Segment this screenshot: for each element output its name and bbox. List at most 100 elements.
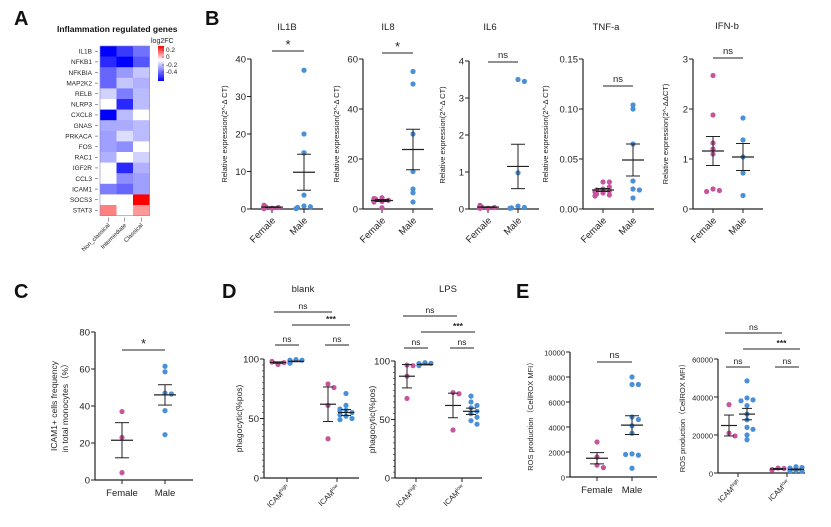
data-point <box>629 381 635 388</box>
y-tick-label: 30 <box>235 92 246 103</box>
data-point <box>629 451 635 457</box>
significance-label: *** <box>326 314 337 324</box>
heatmap-cell <box>133 109 150 121</box>
heatmap-cell <box>133 173 150 185</box>
heatmap-cell <box>133 67 150 79</box>
y-tick-label: 0 <box>385 474 390 485</box>
x-tick-label: Male <box>155 488 176 499</box>
y-tick-label: 0 <box>353 205 358 216</box>
data-point <box>744 395 750 401</box>
y-tick-label: 3 <box>683 55 688 66</box>
heatmap-cell <box>133 120 150 132</box>
y-tick-label: 60 <box>347 55 358 66</box>
data-point <box>744 432 750 438</box>
heatmap-cell <box>116 194 134 206</box>
heatmap-cell <box>116 56 134 68</box>
panel-label-e: E <box>516 281 529 303</box>
data-point <box>726 402 732 408</box>
heatmap-cell <box>100 141 117 153</box>
heatmap-cells <box>99 45 150 216</box>
heatmap-cell <box>100 120 117 132</box>
heatmap-cell <box>100 46 117 57</box>
significance-label: *** <box>453 321 464 331</box>
significance-label: ns <box>283 334 292 344</box>
heatmap-colorbar: 0.20-0.2-0.4 <box>158 46 178 81</box>
scatter-panel-e1: 0 2000 4000 6000 8000 10000 ROS production（Cel… <box>526 349 657 496</box>
x-tick-label: ICAMhigh <box>394 483 420 509</box>
heatmap-cell <box>133 130 150 142</box>
data-point <box>337 412 343 418</box>
data-point <box>629 374 635 380</box>
panel-label-b: B <box>205 8 219 30</box>
data-point <box>507 205 513 211</box>
data-point <box>410 363 416 369</box>
scatter-panel-b1: IL1B 0 10 20 30 40 Relative expression(2^-Δ CT… <box>220 22 323 246</box>
y-tick-label: 100 <box>243 355 259 366</box>
data-point <box>119 408 125 415</box>
significance-label: ns <box>783 356 792 366</box>
x-tick-label: Female <box>464 215 494 245</box>
data-point <box>750 426 756 432</box>
heatmap-cell <box>100 162 117 174</box>
x-tick-label: Female <box>689 215 719 245</box>
heatmap-row-label: GNAS <box>74 123 93 130</box>
heatmap-cell <box>133 99 150 110</box>
data-point <box>793 464 799 470</box>
data-point <box>592 193 598 199</box>
data-point <box>337 417 343 423</box>
data-point <box>343 413 349 419</box>
chart-title: IFN-b <box>715 21 739 32</box>
data-point <box>343 390 349 397</box>
data-point <box>293 206 299 212</box>
scatter-panel-d2: LPS 0 50 100 phagocytic(%pos) ICAMhigh ICAMlow… <box>367 284 482 509</box>
scatter-panel-b2: IL8 0 20 40 60 Relative expression(2^-Δ CT) Fe… <box>332 22 433 246</box>
heatmap-cell <box>116 173 134 185</box>
x-tick-label: ICAMlow <box>441 483 466 508</box>
data-point <box>168 391 174 397</box>
x-tick-label: Male <box>502 215 524 237</box>
data-point <box>744 437 750 443</box>
heatmap-row-label: PRKACA <box>65 133 92 140</box>
heatmap-cell <box>116 162 134 174</box>
heatmap-cell <box>116 88 134 100</box>
x-tick-label: ICAMlow <box>766 478 791 503</box>
data-point <box>740 137 746 143</box>
y-tick-label: 20 <box>235 130 246 141</box>
chart-title: TNF-a <box>593 22 621 33</box>
x-tick-label-superscript: low <box>780 478 790 488</box>
y-tick-label: 4000 <box>548 424 565 433</box>
data-point <box>349 415 355 422</box>
y-tick-label: 40 <box>79 402 90 413</box>
data-point <box>410 68 416 75</box>
heatmap-row-label: IGF2R <box>73 165 92 172</box>
y-tick-label: 20000 <box>692 432 713 441</box>
x-tick-label: Male <box>397 215 419 237</box>
data-point <box>594 439 600 445</box>
heatmap-row-label: STAT3 <box>73 208 93 215</box>
data-point <box>515 76 521 83</box>
x-tick-label: Male <box>622 485 643 496</box>
heatmap-panel: Inflammation regulated genes log2FC IL1B… <box>57 24 178 253</box>
data-point <box>301 203 307 209</box>
heatmap-row-label: FOS <box>79 144 93 151</box>
data-point <box>162 408 168 414</box>
y-tick-label: 0.05 <box>560 155 579 166</box>
data-point <box>410 186 416 192</box>
data-point <box>410 199 416 205</box>
y-axis-label: Relative expression(2^-Δ CT) <box>220 85 229 183</box>
heatmap-cell <box>133 56 150 68</box>
data-point <box>744 378 750 384</box>
x-tick-label: Male <box>617 215 639 237</box>
x-tick-label: ICAMhigh <box>265 483 291 509</box>
heatmap-cell <box>100 77 117 89</box>
significance-label: ns <box>333 334 342 344</box>
scatter-panel-b4: TNF-a 0.00 0.05 0.10 0.15 Relative expression… <box>541 22 654 246</box>
data-point <box>623 451 629 458</box>
y-tick-label: 0.15 <box>560 55 579 66</box>
data-point <box>325 436 331 442</box>
x-tick-label: ICAMlow <box>316 483 341 508</box>
data-point <box>474 414 480 420</box>
data-point <box>740 170 746 176</box>
heatmap-row-labels: IL1B NFKB1 NFKBIA MAP2K2 RELB NLRP3 CXCL8 GNAS P… <box>65 49 98 215</box>
